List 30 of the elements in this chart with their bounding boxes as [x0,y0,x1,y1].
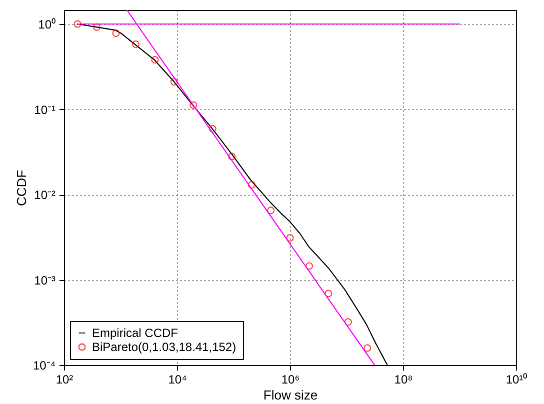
point [190,101,198,109]
y-axis-title: CCDF [14,170,29,206]
x-axis-title: Flow size [263,388,318,402]
point [228,152,236,160]
y-tick-label: 10⁻² [34,188,56,202]
legend-label: BiPareto(0,1.03,18.41,152) [92,340,236,354]
point [286,234,294,242]
point [324,290,332,298]
legend-label: Empirical CCDF [92,326,178,340]
point [170,78,178,86]
point [132,40,140,48]
point [112,29,120,37]
y-tick-label: 10⁻⁴ [32,358,56,372]
x-tick-label: 10⁶ [281,372,300,386]
y-tick-label: 10⁰ [38,18,56,32]
x-tick-label: 10⁸ [394,372,413,386]
point [364,344,372,352]
point [151,56,159,64]
x-tick-label: 10² [56,372,74,386]
point [208,125,216,133]
y-tick-label: 10⁻³ [34,273,56,288]
x-tick-label: 10¹⁰ [506,372,528,386]
point [305,262,314,270]
point [74,20,82,28]
y-tick-label: 10⁻¹ [34,102,56,117]
x-tick-label: 10⁴ [168,372,187,386]
point [248,181,256,189]
point [92,23,101,31]
point [344,318,352,326]
point [266,206,275,214]
